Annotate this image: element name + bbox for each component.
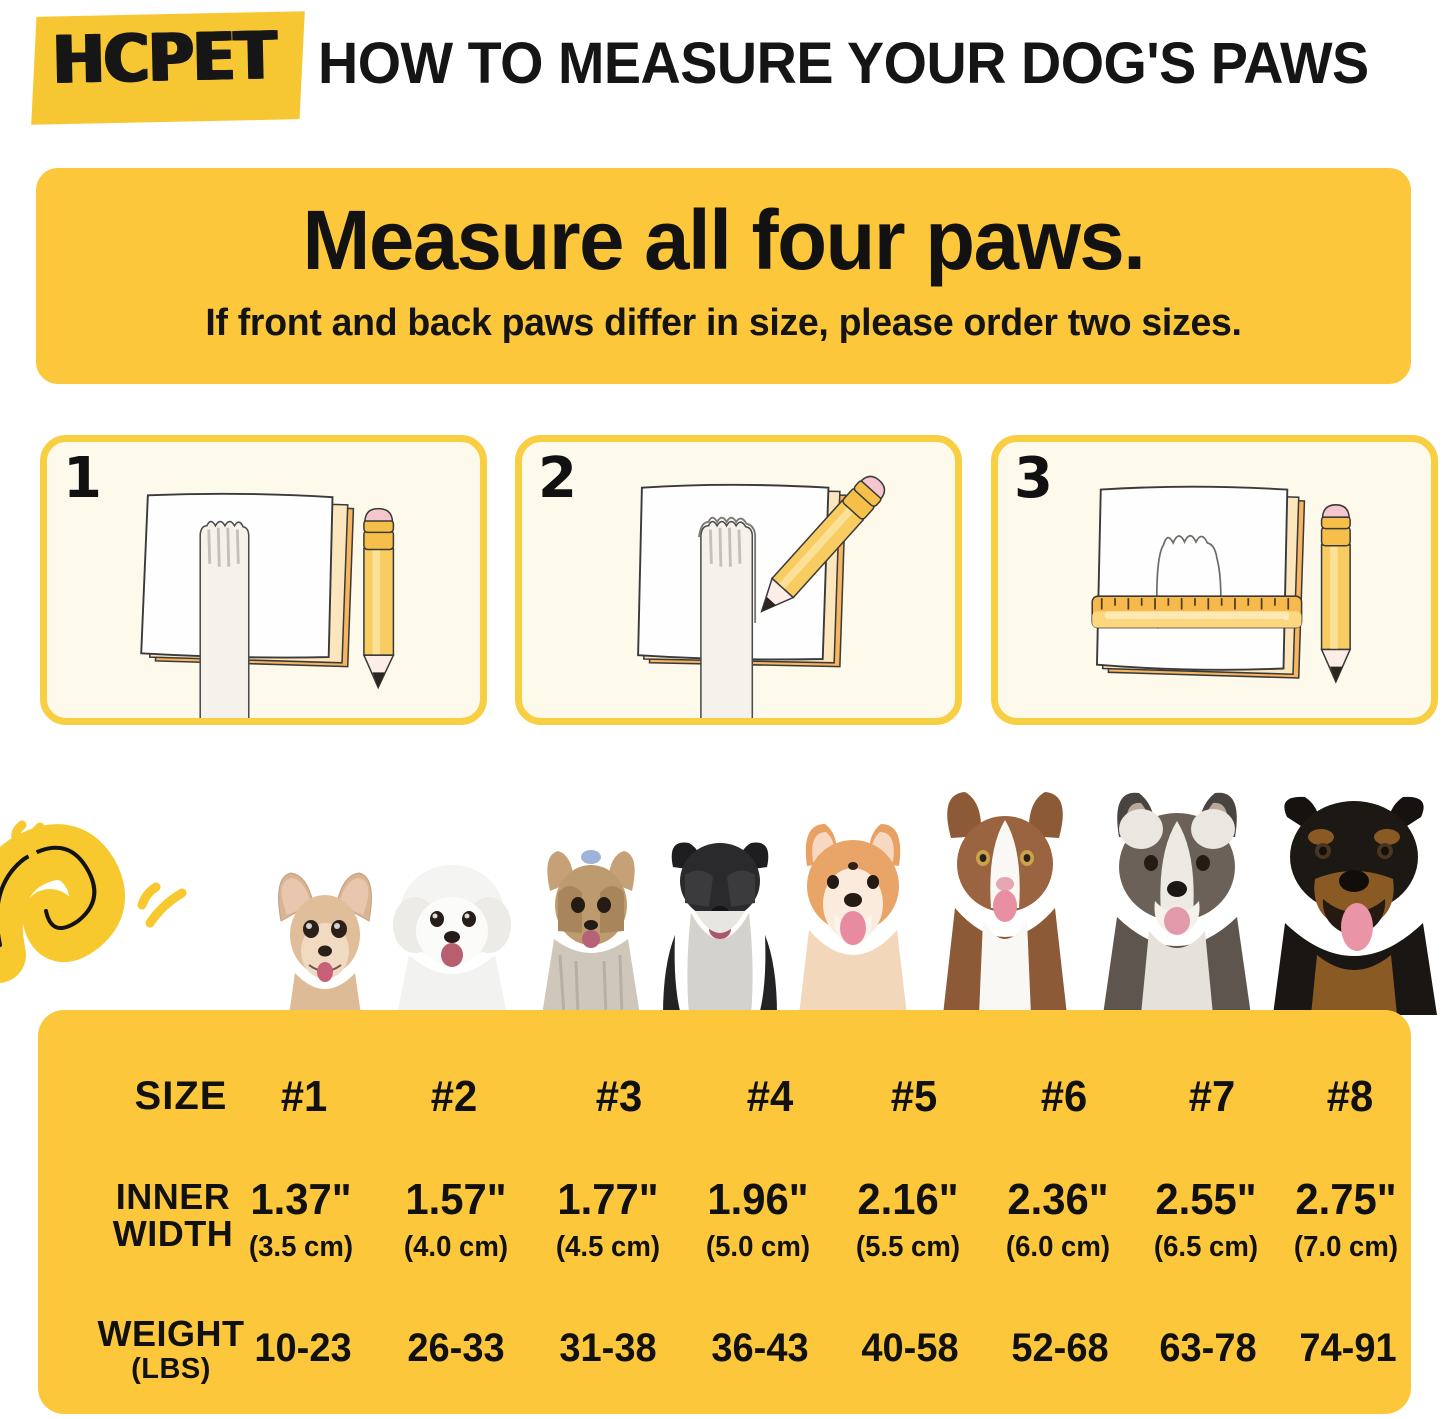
dog-photo-rottweiler [1273, 796, 1437, 1015]
step-number: 1 [63, 446, 102, 511]
cell-size-5: #5 [890, 1072, 938, 1121]
banner-subtitle: If front and back paws differ in size, p… [205, 302, 1242, 344]
table-row-inner-width: INNER WIDTH 1.37" (3.5 cm) 1.57" (4.0 cm… [38, 1175, 1411, 1285]
cell-inner-width-in-8: 2.75" [1295, 1175, 1397, 1224]
cell-inner-width-in-1: 1.37" [250, 1175, 352, 1224]
measure-banner: Measure all four paws. If front and back… [36, 168, 1411, 384]
cell-weight-5: 40-58 [861, 1326, 959, 1370]
dog-photo-bichon-frise [393, 865, 511, 1015]
step-card-1: 1 [40, 435, 487, 725]
cell-inner-width-in-5: 2.16" [857, 1175, 959, 1224]
table-row-weight: WEIGHT (LBS) 10-23 26-33 31-38 36-43 40-… [38, 1310, 1411, 1414]
row-label-inner-width-line2: WIDTH [112, 1212, 234, 1254]
step-number: 2 [538, 446, 577, 511]
step-2-illustration [637, 475, 886, 718]
cell-inner-width-cm-3: (4.5 cm) [555, 1231, 661, 1263]
step-number: 3 [1014, 446, 1053, 511]
cell-inner-width-in-3: 1.77" [557, 1175, 659, 1224]
dog-photo-chihuahua [278, 872, 372, 1015]
page-title: HOW TO MEASURE YOUR DOG'S PAWS [318, 31, 1369, 96]
cell-size-1: #1 [280, 1072, 328, 1121]
cell-inner-width-in-6: 2.36" [1007, 1175, 1109, 1224]
size-chart-table: SIZE #1 #2 #3 #4 #5 #6 #7 #8 INNER WIDTH… [38, 1010, 1411, 1414]
swoosh-decoration-icon [0, 820, 187, 983]
cell-weight-6: 52-68 [1011, 1326, 1109, 1370]
dog-paw-icon [698, 516, 757, 718]
cell-weight-4: 36-43 [711, 1326, 809, 1370]
cell-inner-width-in-7: 2.55" [1155, 1175, 1257, 1224]
dog-photo-schnauzer [663, 842, 777, 1015]
cell-weight-8: 74-91 [1299, 1326, 1397, 1370]
cell-inner-width-cm-8: (7.0 cm) [1293, 1231, 1399, 1263]
cell-inner-width-cm-6: (6.0 cm) [1005, 1231, 1111, 1263]
step-card-3: 3 [991, 435, 1438, 725]
cell-size-2: #2 [430, 1072, 478, 1121]
table-row-size: SIZE #1 #2 #3 #4 #5 #6 #7 #8 [38, 1070, 1411, 1130]
cell-inner-width-in-4: 1.96" [707, 1175, 809, 1224]
cell-inner-width-cm-7: (6.5 cm) [1153, 1231, 1259, 1263]
cell-weight-1: 10-23 [254, 1326, 352, 1370]
pencil-tracing-icon [760, 475, 886, 613]
pencil-icon [1320, 504, 1352, 684]
cell-size-4: #4 [746, 1072, 794, 1121]
row-label-weight-unit: (LBS) [131, 1352, 211, 1385]
cell-weight-3: 31-38 [559, 1326, 657, 1370]
dog-photo-alaskan-malamute [1103, 792, 1251, 1015]
cell-inner-width-in-2: 1.57" [405, 1175, 507, 1224]
step-3-illustration [1091, 485, 1352, 684]
step-card-2: 2 [515, 435, 962, 725]
row-label-size: SIZE [134, 1074, 228, 1118]
row-label-inner-width-line1: INNER [115, 1176, 231, 1217]
cell-size-7: #7 [1188, 1072, 1236, 1121]
dog-photo-shiba-inu [799, 824, 907, 1015]
cell-size-6: #6 [1040, 1072, 1088, 1121]
cell-inner-width-cm-5: (5.5 cm) [855, 1231, 961, 1263]
hcpet-logo-text: HCPET [52, 17, 277, 99]
row-label-weight-main: WEIGHT [97, 1313, 245, 1354]
cell-inner-width-cm-4: (5.0 cm) [705, 1231, 811, 1263]
page-header: HCPET HOW TO MEASURE YOUR DOG'S PAWS [0, 0, 1445, 140]
step-1-illustration [140, 492, 395, 718]
cell-inner-width-cm-1: (3.5 cm) [248, 1231, 354, 1263]
cell-weight-7: 63-78 [1159, 1326, 1257, 1370]
ruler-icon [1091, 595, 1303, 629]
cell-size-3: #3 [595, 1072, 643, 1121]
cell-weight-2: 26-33 [407, 1326, 505, 1370]
pencil-icon [362, 507, 395, 690]
row-label-inner-width: INNER WIDTH [78, 1176, 268, 1254]
cell-size-8: #8 [1326, 1072, 1374, 1121]
cell-inner-width-cm-2: (4.0 cm) [403, 1231, 509, 1263]
row-label-weight: WEIGHT (LBS) [76, 1313, 266, 1385]
dog-photo-yorkshire-terrier [542, 850, 640, 1015]
dog-paw-icon [199, 520, 250, 718]
dog-breeds-strip [255, 775, 1445, 1015]
banner-title: Measure all four paws. [302, 193, 1146, 287]
dog-photo-border-collie [943, 792, 1067, 1015]
